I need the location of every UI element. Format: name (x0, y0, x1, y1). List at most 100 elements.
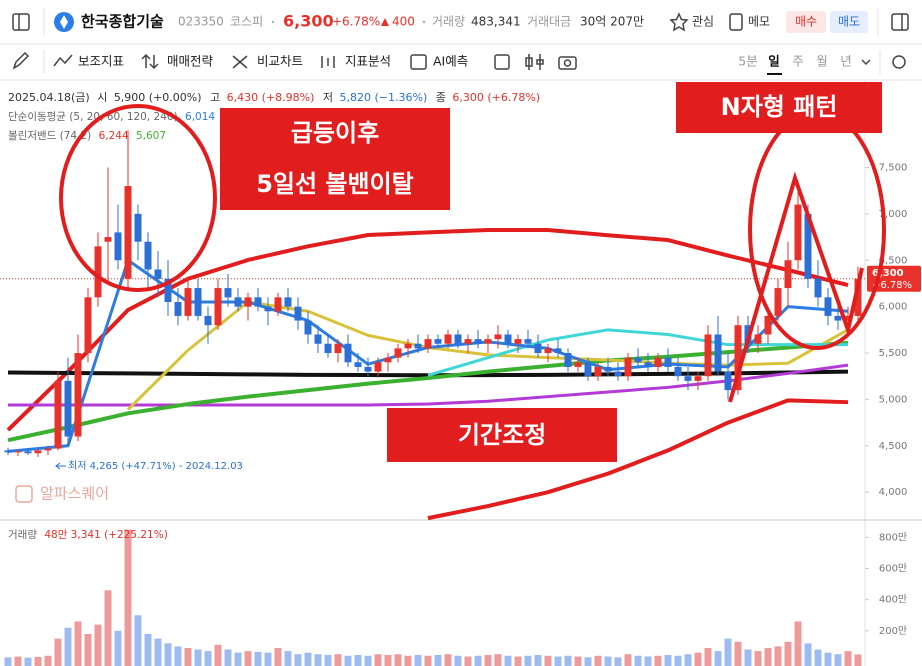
candle-body (54, 380, 62, 449)
box-icon[interactable] (494, 54, 510, 70)
candle-body (304, 320, 312, 335)
candle-body (654, 357, 662, 367)
pattern-text: N자형 패턴 (721, 93, 838, 121)
candle-body (714, 334, 722, 372)
favorite-button[interactable]: 관심 (692, 15, 714, 29)
tool-button[interactable]: AI예측 (433, 54, 468, 69)
volume-bar (14, 656, 22, 666)
surge-text: 급등이후 (291, 119, 379, 147)
volume-bar (754, 651, 762, 666)
candle-icon[interactable] (525, 54, 544, 70)
volume-bar (384, 654, 392, 666)
candle-body (684, 376, 692, 381)
volume: 483,341 (471, 15, 521, 29)
star-icon[interactable] (669, 12, 689, 32)
period-button[interactable]: 일 (768, 54, 780, 69)
period-button[interactable]: 주 (792, 54, 804, 69)
strategy-icon[interactable] (141, 53, 159, 70)
candle-body (134, 213, 142, 242)
tool-button[interactable]: 매매전략 (167, 54, 214, 69)
tool-button[interactable]: 보조지표 (78, 54, 124, 69)
tool-button[interactable]: 지표분석 (345, 54, 391, 69)
y-tick-label: 4,500 (879, 441, 908, 452)
volume-bar (324, 654, 332, 666)
buy-label[interactable]: 매수 (795, 15, 817, 29)
candle-body (824, 297, 832, 316)
amount-label: 거래대금 (527, 15, 571, 29)
amount: 30억 207만 (580, 15, 644, 29)
volume-bar (584, 657, 592, 666)
ai-icon[interactable] (410, 54, 427, 70)
memo-button[interactable]: 메모 (748, 15, 770, 29)
candle-body (174, 302, 182, 316)
candle-body (334, 343, 342, 354)
candle-body (424, 339, 432, 349)
volume-bar (374, 654, 382, 666)
watermark-icon (15, 485, 33, 503)
candle-body (184, 288, 192, 316)
adjust-box (387, 408, 617, 462)
memo-icon[interactable] (729, 13, 743, 31)
volume-bar (494, 654, 502, 666)
volume-bar (44, 655, 52, 666)
volume-bar (714, 651, 722, 666)
dot (271, 20, 275, 24)
candle-body (664, 357, 672, 367)
sell-button[interactable] (830, 11, 868, 33)
candle-body (414, 343, 422, 349)
volume-bar (254, 651, 262, 666)
volume-tick-label: 800만 (879, 531, 907, 543)
settings-icon[interactable] (892, 55, 906, 69)
candle-body (444, 334, 452, 344)
volume-bar (114, 630, 122, 666)
volume-bar (674, 655, 682, 666)
candle-body (274, 297, 282, 312)
draw-icon[interactable] (12, 51, 30, 70)
volume-bar (34, 657, 42, 666)
candle-body (504, 334, 512, 344)
volume-bar (94, 624, 102, 666)
bb-label: 볼린저밴드 (74,2) (8, 130, 91, 142)
volume-bar (74, 621, 82, 666)
buy-button[interactable] (786, 11, 826, 33)
panel-icon[interactable] (891, 13, 909, 31)
volume-bar (694, 652, 702, 666)
indicator-icon[interactable] (53, 54, 73, 67)
candle-body (284, 297, 292, 307)
ma-label: 단순이동평균 (5, 20, 60, 120, 240) (8, 111, 178, 123)
chevron[interactable] (861, 59, 871, 66)
candle-body (124, 186, 132, 279)
volume-bar (844, 651, 852, 666)
compare-icon[interactable] (232, 55, 248, 69)
low-arrow (55, 462, 66, 470)
analysis-icon[interactable] (321, 56, 335, 68)
y-tick-label: 7,500 (879, 162, 908, 173)
volume-info-value: 48만 3,341 (+225.21%) (44, 529, 167, 541)
volume-bar (184, 647, 192, 666)
n-pattern-line (728, 171, 864, 403)
period-button[interactable]: 5분 (738, 54, 757, 69)
candle-body (844, 315, 852, 321)
volume-bar (104, 590, 112, 666)
camera-icon[interactable] (558, 56, 577, 70)
volume-bar (644, 656, 652, 666)
volume-tick-label: 600만 (879, 563, 907, 575)
candle-body (814, 278, 822, 298)
volume-bar (404, 655, 412, 666)
candle-body (754, 334, 762, 344)
sidebar-icon[interactable] (12, 13, 30, 31)
candle-body (394, 348, 402, 358)
period-button[interactable]: 월 (816, 54, 828, 69)
candle-body (484, 339, 492, 344)
sell-label[interactable]: 매도 (838, 15, 860, 29)
tool-button[interactable]: 비교차트 (257, 54, 303, 69)
volume-bar (244, 651, 252, 666)
period-button[interactable]: 년 (840, 54, 852, 69)
candle-body (834, 315, 842, 321)
candle-body (264, 306, 272, 312)
candle-body (544, 348, 552, 354)
candle-body (574, 362, 582, 367)
candle-body (854, 278, 862, 316)
volume-bar (304, 652, 312, 666)
low-value: 5,820 (−1.36%) (340, 91, 428, 104)
